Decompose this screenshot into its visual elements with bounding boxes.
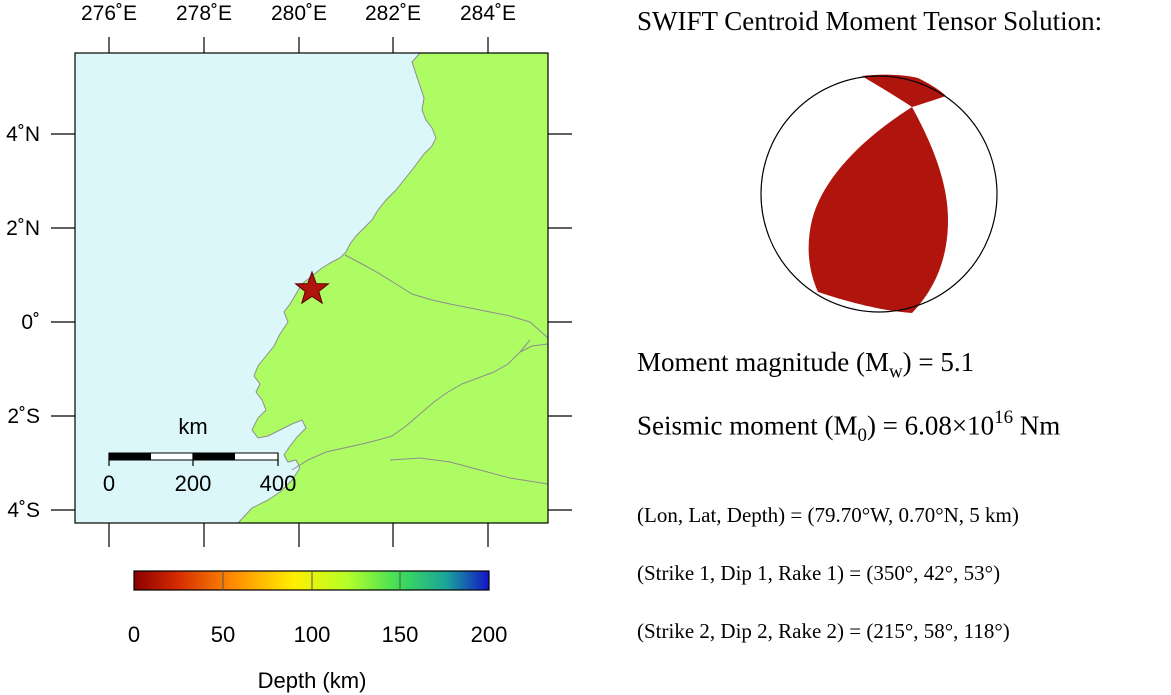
- top-label-282e: 282˚E: [365, 2, 421, 25]
- colorbar-tick-100: 100: [294, 622, 331, 647]
- colorbar-tick-50: 50: [211, 622, 235, 647]
- left-label-2s: 2˚S: [7, 405, 40, 428]
- seismic-moment: Seismic moment (M0) = 6.08×1016 Nm: [637, 407, 1060, 447]
- left-ticks: [51, 133, 75, 511]
- scale-bar-unit-label: km: [178, 414, 207, 439]
- left-label-0: 0˚: [21, 311, 40, 334]
- top-label-276e: 276˚E: [81, 2, 137, 25]
- top-label-284e: 284˚E: [460, 2, 516, 25]
- nodal-plane-1-line: (Strike 1, Dip 1, Rake 1) = (350°, 42°, …: [637, 561, 1001, 585]
- epicenter-star-marker: [294, 270, 330, 305]
- seismic-moment-subscript: 0: [857, 424, 867, 446]
- beachball-compressional-quadrant-main: [808, 107, 948, 313]
- colorbar-tick-200: 200: [471, 622, 508, 647]
- colorbar-tick-150: 150: [382, 622, 419, 647]
- land: [237, 53, 548, 523]
- scale-bar-tick-400: 400: [260, 471, 297, 496]
- beachball-compressional-quadrant-top: [862, 74, 946, 107]
- solution-title: SWIFT Centroid Moment Tensor Solution:: [637, 6, 1103, 36]
- left-label-2n: 2˚N: [6, 217, 40, 240]
- scale-bar-tick-200: 200: [175, 471, 212, 496]
- moment-magnitude-value: ) = 5.1: [902, 347, 975, 377]
- border-peru-colombia: [519, 343, 548, 353]
- moment-magnitude-subscript: w: [888, 361, 903, 383]
- top-label-280e: 280˚E: [271, 2, 327, 25]
- moment-magnitude: Moment magnitude (Mw) = 5.1: [637, 347, 974, 384]
- top-label-278e: 278˚E: [176, 2, 232, 25]
- colorbar-title: Depth (km): [258, 668, 367, 693]
- top-ticks: [108, 37, 489, 53]
- seismic-moment-exponent: 16: [994, 407, 1014, 428]
- border-ecuador-peru: [291, 339, 531, 471]
- seismic-moment-prefix: Seismic moment (M: [637, 410, 858, 441]
- border-colombia-ecuador: [344, 254, 548, 339]
- moment-magnitude-prefix: Moment magnitude (M: [637, 347, 889, 377]
- seismic-moment-unit: Nm: [1013, 410, 1061, 441]
- border-peru-inland: [389, 457, 548, 485]
- focal-mechanism-beachball: [760, 74, 998, 313]
- left-label-4s: 4˚S: [7, 499, 40, 522]
- scale-bar-tick-0: 0: [103, 471, 115, 496]
- map-panel: 276˚E 278˚E 280˚E 282˚E 284˚E 4˚N 2˚N 0˚…: [6, 2, 572, 547]
- colorbar-tick-0: 0: [128, 622, 140, 647]
- left-label-4n: 4˚N: [6, 123, 40, 146]
- scale-bar-segment-2: [193, 453, 235, 460]
- scale-bar: km 0 200 400: [103, 414, 296, 496]
- location-depth-line: (Lon, Lat, Depth) = (79.70°W, 0.70°N, 5 …: [637, 503, 1019, 527]
- scale-bar-segment-1: [109, 453, 151, 460]
- depth-colorbar: 0 50 100 150 200 Depth (km): [128, 570, 508, 693]
- right-ticks: [548, 133, 572, 511]
- map-frame: [74, 52, 549, 524]
- beachball-outline: [760, 75, 998, 313]
- nodal-plane-2-line: (Strike 2, Dip 2, Rake 2) = (215°, 58°, …: [637, 619, 1010, 643]
- seismic-moment-mantissa: ) = 6.08×10: [866, 410, 995, 441]
- bottom-ticks: [108, 523, 489, 547]
